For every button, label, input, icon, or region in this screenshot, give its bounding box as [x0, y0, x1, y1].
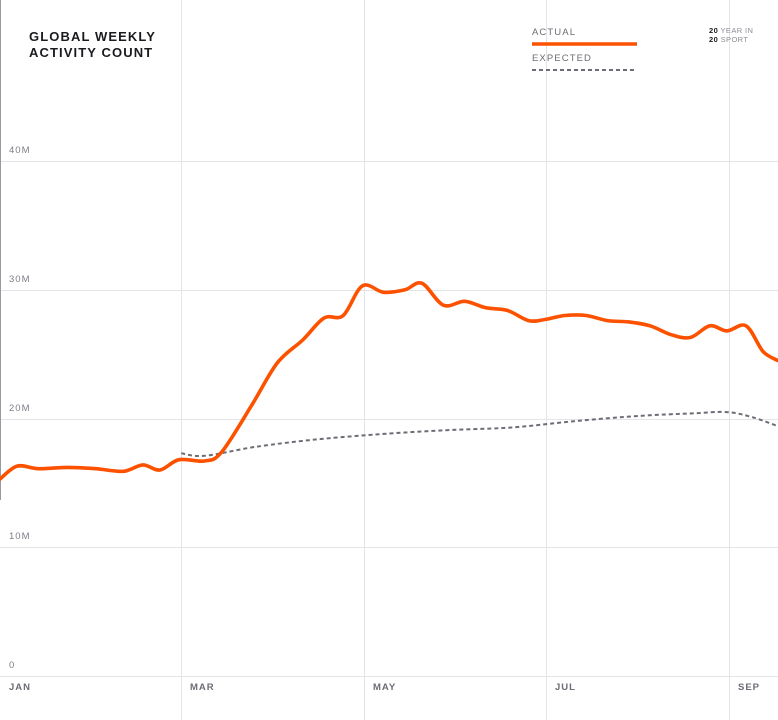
y-tick-label-40m: 40M	[9, 145, 30, 156]
brand-line-2: 20 SPORT	[709, 35, 753, 44]
x-tick-label-sep: SEP	[738, 682, 760, 693]
y-tick-label-20m: 20M	[9, 403, 30, 414]
y-tick-label-10m: 10M	[9, 531, 30, 542]
x-tick-label-jan: JAN	[9, 682, 31, 693]
x-tick-label-jul: JUL	[555, 682, 576, 693]
y-tick-label-0: 0	[9, 660, 15, 671]
brand-line-1: 20 YEAR IN	[709, 26, 753, 35]
y-tick-label-30m: 30M	[9, 274, 30, 285]
brand-text-2: SPORT	[720, 35, 749, 44]
legend-expected-label: EXPECTED	[532, 53, 593, 64]
x-tick-label-mar: MAR	[190, 682, 215, 693]
chart-title: GLOBAL WEEKLY ACTIVITY COUNT	[29, 29, 156, 61]
chart-title-line-1: GLOBAL WEEKLY	[29, 29, 156, 44]
legend-actual-label: ACTUAL	[532, 27, 577, 38]
chart-title-line-2: ACTIVITY COUNT	[29, 45, 154, 60]
series-line-expected	[181, 410, 778, 458]
brand-text-1: YEAR IN	[720, 26, 754, 35]
brand-num-1: 20	[709, 26, 719, 35]
series-line-actual	[0, 280, 778, 481]
brand-num-2: 20	[709, 35, 719, 44]
x-tick-label-may: MAY	[373, 682, 396, 693]
year-in-sport-logo: 20 YEAR IN 20 SPORT	[709, 26, 753, 44]
